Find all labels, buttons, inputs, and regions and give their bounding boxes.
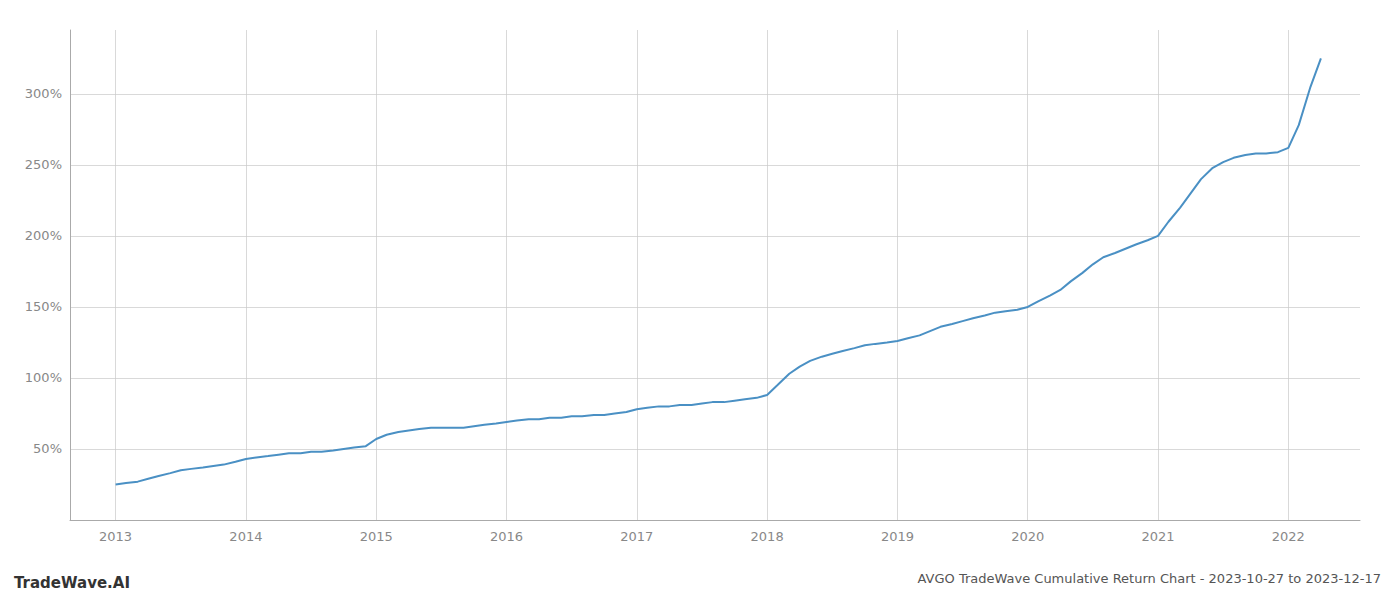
svg-text:250%: 250% [25,157,62,172]
svg-text:100%: 100% [25,370,62,385]
svg-text:2016: 2016 [490,529,523,544]
svg-text:200%: 200% [25,228,62,243]
svg-text:2017: 2017 [620,529,653,544]
svg-text:2019: 2019 [881,529,914,544]
svg-text:2020: 2020 [1011,529,1044,544]
svg-text:300%: 300% [25,86,62,101]
svg-text:2018: 2018 [751,529,784,544]
svg-text:2014: 2014 [229,529,262,544]
svg-text:50%: 50% [33,441,62,456]
svg-text:2022: 2022 [1272,529,1305,544]
svg-text:2015: 2015 [360,529,393,544]
svg-text:TradeWave.AI: TradeWave.AI [14,574,130,592]
svg-text:2021: 2021 [1141,529,1174,544]
svg-text:150%: 150% [25,299,62,314]
svg-text:2013: 2013 [99,529,132,544]
svg-text:AVGO TradeWave Cumulative Retu: AVGO TradeWave Cumulative Return Chart -… [918,571,1382,586]
